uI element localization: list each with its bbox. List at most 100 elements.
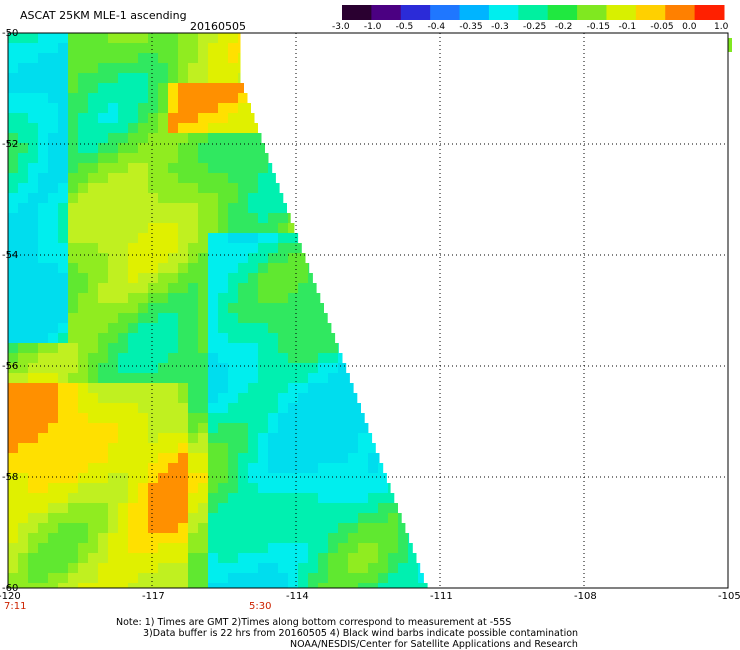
swath-cell <box>58 463 69 474</box>
swath-cell <box>288 413 299 424</box>
swath-cell <box>248 293 259 304</box>
swath-cell <box>118 93 129 104</box>
swath-cell <box>238 183 249 194</box>
swath-cell <box>68 213 79 224</box>
swath-cell <box>118 333 129 344</box>
swath-cell <box>8 343 19 354</box>
swath-cell <box>228 503 239 514</box>
swath-cell <box>18 83 29 94</box>
swath-cell <box>248 423 259 434</box>
swath-cell <box>248 233 259 244</box>
swath-cell <box>158 163 169 174</box>
swath-cell <box>98 503 109 514</box>
swath-cell <box>168 203 179 214</box>
swath-cell <box>188 143 199 154</box>
swath-cell <box>108 583 119 589</box>
swath-cell <box>328 483 339 494</box>
swath-cell <box>318 583 329 589</box>
swath-cell <box>18 183 29 194</box>
swath-cell <box>18 433 29 444</box>
swath-cell <box>188 153 199 164</box>
swath-cell <box>128 163 139 174</box>
swath-cell <box>328 403 339 414</box>
swath-cell <box>318 543 329 554</box>
swath-cell <box>188 353 199 364</box>
swath-cell <box>348 373 350 384</box>
swath-cell <box>108 273 119 284</box>
swath-cell <box>208 523 219 534</box>
swath-cell <box>328 363 339 374</box>
swath-cell <box>98 453 109 464</box>
swath-cell <box>78 193 89 204</box>
swath-cell <box>78 513 89 524</box>
swath-cell <box>378 463 384 474</box>
swath-cell <box>128 293 139 304</box>
swath-cell <box>98 583 109 589</box>
swath-cell <box>208 323 219 334</box>
swath-cell <box>148 333 159 344</box>
swath-cell <box>118 253 129 264</box>
swath-cell <box>88 263 99 274</box>
swath-cell <box>298 283 309 294</box>
swath-cell <box>98 563 109 574</box>
swath-cell <box>178 183 189 194</box>
swath-cell <box>138 123 149 134</box>
swath-cell <box>338 483 349 494</box>
swath-cell <box>158 433 169 444</box>
swath-cell <box>238 253 249 264</box>
swath-cell <box>358 543 369 554</box>
swath-cell <box>88 33 99 44</box>
swath-cell <box>108 363 119 374</box>
swath-cell <box>68 483 79 494</box>
swath-cell <box>348 543 359 554</box>
swath-cell <box>178 263 189 274</box>
swath-cell <box>118 173 129 184</box>
swath-cell <box>148 443 159 454</box>
swath-cell <box>48 483 59 494</box>
swath-cell <box>168 103 179 114</box>
swath-cell <box>238 423 249 434</box>
swath-cell <box>68 583 79 589</box>
swath-cell <box>48 233 59 244</box>
swath-cell <box>198 373 209 384</box>
colorbar-tick-label: -0.3 <box>491 22 509 32</box>
swath-cell <box>238 523 249 534</box>
swath-cell <box>258 403 269 414</box>
swath-cell <box>278 283 289 294</box>
swath-cell <box>188 303 199 314</box>
swath-cell <box>168 443 179 454</box>
swath-cell <box>258 433 269 444</box>
swath-cell <box>218 393 229 404</box>
swath-cell <box>28 393 39 404</box>
swath-cell <box>118 503 129 514</box>
swath-cell <box>158 43 169 54</box>
swath-cell <box>358 433 369 444</box>
latitude-tick-label: -58 <box>2 472 19 483</box>
swath-cell <box>128 383 139 394</box>
swath-cell <box>118 513 129 524</box>
swath-cell <box>318 413 329 424</box>
swath-cell <box>118 43 129 54</box>
swath-cell <box>228 533 239 544</box>
swath-cell <box>148 473 159 484</box>
swath-cell <box>128 323 139 334</box>
swath-cell <box>8 153 19 164</box>
swath-cell <box>168 73 179 84</box>
swath-cell <box>78 93 89 104</box>
swath-cell <box>178 373 189 384</box>
swath-cell <box>68 53 79 64</box>
swath-cell <box>228 583 239 589</box>
swath-cell <box>108 133 119 144</box>
swath-cell <box>48 543 59 554</box>
swath-cell <box>208 33 219 44</box>
swath-cell <box>18 243 29 254</box>
swath-cell <box>258 423 269 434</box>
swath-cell <box>108 403 119 414</box>
swath-cell <box>348 573 359 584</box>
swath-cell <box>108 283 119 294</box>
swath-cell <box>298 303 309 314</box>
swath-cell <box>18 503 29 514</box>
swath-cell <box>8 553 19 564</box>
swath-cell <box>128 403 139 414</box>
swath-cell <box>268 353 279 364</box>
